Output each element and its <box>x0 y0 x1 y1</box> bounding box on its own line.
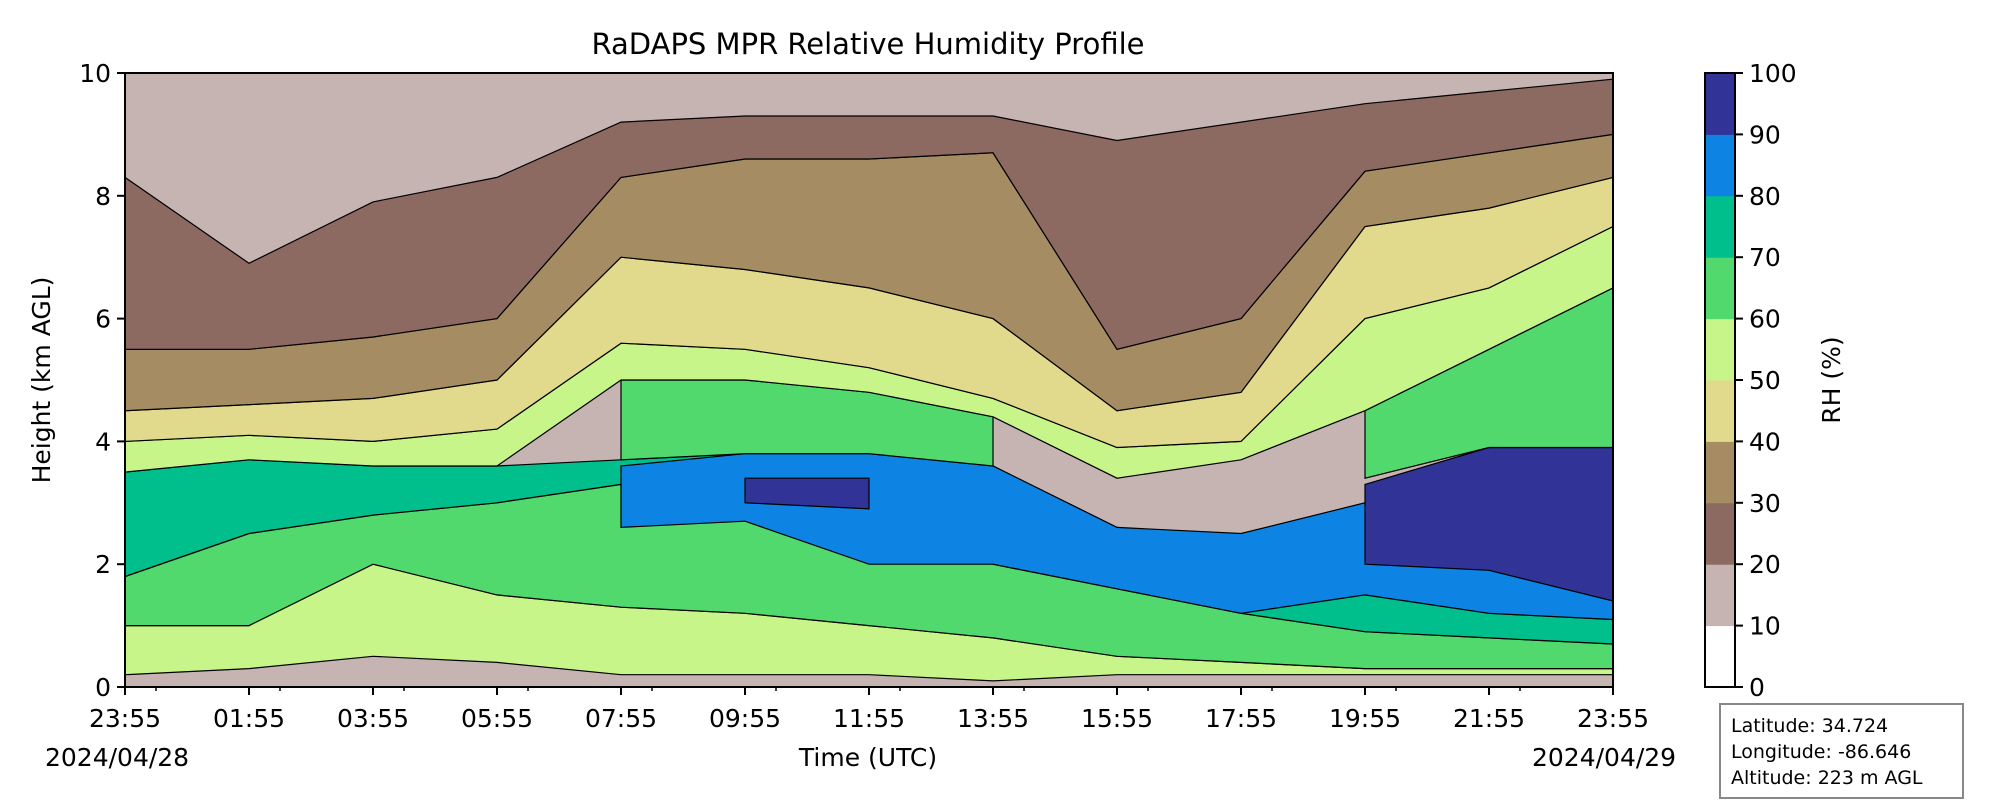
colorbar-tick-label: 20 <box>1749 550 1781 579</box>
x-tick-label: 13:55 <box>957 704 1029 733</box>
colorbar-segment <box>1705 625 1735 688</box>
latitude-text: Latitude: 34.724 <box>1731 715 1889 737</box>
colorbar-tick-label: 70 <box>1749 243 1781 272</box>
colorbar: 0 10 20 30 40 50 60 70 80 90 100 <box>1704 59 1797 702</box>
colorbar-tick-label: 30 <box>1749 489 1781 518</box>
colorbar-segment <box>1705 195 1735 258</box>
chart-title: RaDAPS MPR Relative Humidity Profile <box>592 27 1145 61</box>
x-axis-ticks: 23:55 01:55 03:55 05:55 07:55 09:55 11:55 13:55… <box>89 687 1649 733</box>
x-tick-label: 21:55 <box>1453 704 1525 733</box>
colorbar-segment <box>1705 73 1735 135</box>
colorbar-segment <box>1705 441 1735 504</box>
y-tick-label: 0 <box>95 673 111 702</box>
colorbar-tick-label: 50 <box>1749 366 1781 395</box>
colorbar-label: RH (%) <box>1817 336 1846 423</box>
colorbar-tick-label: 40 <box>1749 427 1781 456</box>
station-info-box: Latitude: 34.724 Longitude: -86.646 Alti… <box>1719 703 1964 799</box>
x-tick-label: 23:55 <box>89 704 161 733</box>
x-tick-label: 01:55 <box>213 704 285 733</box>
colorbar-tick-label: 60 <box>1749 305 1781 334</box>
x-tick-label: 03:55 <box>337 704 409 733</box>
colorbar-tick-label: 10 <box>1749 612 1781 641</box>
x-tick-label: 11:55 <box>833 704 905 733</box>
y-axis-ticks: 0 2 4 6 8 10 <box>79 59 125 702</box>
colorbar-segment <box>1705 318 1735 381</box>
start-date-label: 2024/04/28 <box>45 743 189 772</box>
end-date-label: 2024/04/29 <box>1532 743 1676 772</box>
plot-area <box>124 72 1614 688</box>
y-tick-label: 4 <box>95 427 111 456</box>
x-tick-label: 09:55 <box>709 704 781 733</box>
colorbar-segment <box>1705 564 1735 627</box>
colorbar-tick-label: 80 <box>1749 182 1781 211</box>
x-tick-label: 05:55 <box>461 704 533 733</box>
humidity-contour-bands <box>124 78 1614 682</box>
y-tick-label: 10 <box>79 59 111 88</box>
colorbar-tick-label: 90 <box>1749 120 1781 149</box>
x-tick-label: 07:55 <box>585 704 657 733</box>
longitude-text: Longitude: -86.646 <box>1731 741 1912 763</box>
y-tick-label: 8 <box>95 182 111 211</box>
x-tick-label: 19:55 <box>1329 704 1401 733</box>
x-tick-label: 23:55 <box>1577 704 1649 733</box>
y-axis-label: Height (km AGL) <box>27 277 56 484</box>
y-tick-label: 6 <box>95 305 111 334</box>
altitude-text: Altitude: 223 m AGL <box>1731 767 1923 789</box>
x-tick-label: 17:55 <box>1205 704 1277 733</box>
colorbar-segment <box>1705 380 1735 442</box>
colorbar-segment <box>1705 134 1735 197</box>
x-axis-label: Time (UTC) <box>798 743 937 772</box>
x-tick-label: 15:55 <box>1081 704 1153 733</box>
colorbar-segment <box>1705 502 1735 565</box>
y-tick-label: 2 <box>95 550 111 579</box>
rh-band-4-0 <box>744 477 870 510</box>
colorbar-tick-label: 0 <box>1749 673 1765 702</box>
colorbar-segment <box>1705 257 1735 320</box>
colorbar-tick-label: 100 <box>1749 59 1797 88</box>
